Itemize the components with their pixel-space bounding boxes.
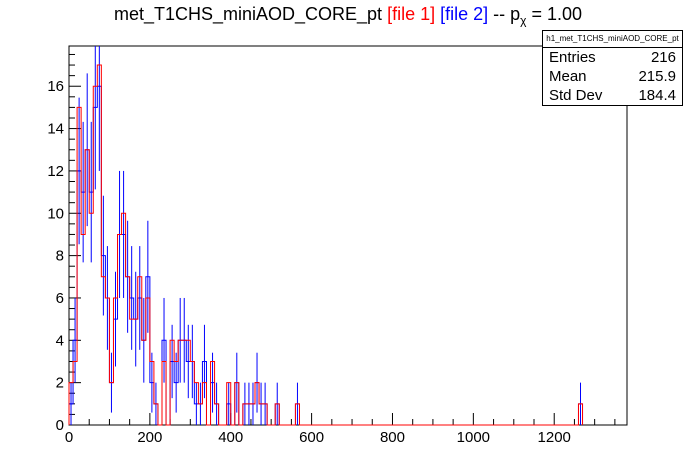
stats-row-mean: Mean 215.9 <box>543 67 682 86</box>
x-tick-label: 0 <box>65 429 73 446</box>
x-tick-label: 200 <box>137 429 162 446</box>
x-tick-label: 600 <box>299 429 324 446</box>
y-tick-label: 14 <box>47 121 64 138</box>
stats-value: 184.4 <box>638 86 676 105</box>
stats-label: Entries <box>549 48 596 67</box>
y-tick-label: 10 <box>47 205 64 222</box>
stats-box: h1_met_T1CHS_miniAOD_CORE_pt Entries 216… <box>542 30 683 106</box>
y-tick-label: 6 <box>56 290 64 307</box>
stats-row-stddev: Std Dev 184.4 <box>543 86 682 105</box>
x-tick-label: 1000 <box>457 429 490 446</box>
stats-histogram-name: h1_met_T1CHS_miniAOD_CORE_pt <box>543 31 682 48</box>
y-tick-label: 2 <box>56 375 64 392</box>
stats-label: Std Dev <box>549 86 602 105</box>
stats-value: 216 <box>651 48 676 67</box>
series-file2-step <box>69 86 583 425</box>
stats-value: 215.9 <box>638 67 676 86</box>
y-tick-label: 8 <box>56 248 64 265</box>
y-tick-label: 4 <box>56 332 64 349</box>
stats-row-entries: Entries 216 <box>543 48 682 67</box>
y-tick-label: 12 <box>47 163 64 180</box>
x-tick-label: 800 <box>380 429 405 446</box>
x-tick-label: 1200 <box>538 429 571 446</box>
x-tick-label: 400 <box>218 429 243 446</box>
y-tick-label: 0 <box>56 417 64 434</box>
y-tick-label: 16 <box>47 78 64 95</box>
series-file1-step <box>69 65 583 425</box>
stats-label: Mean <box>549 67 587 86</box>
